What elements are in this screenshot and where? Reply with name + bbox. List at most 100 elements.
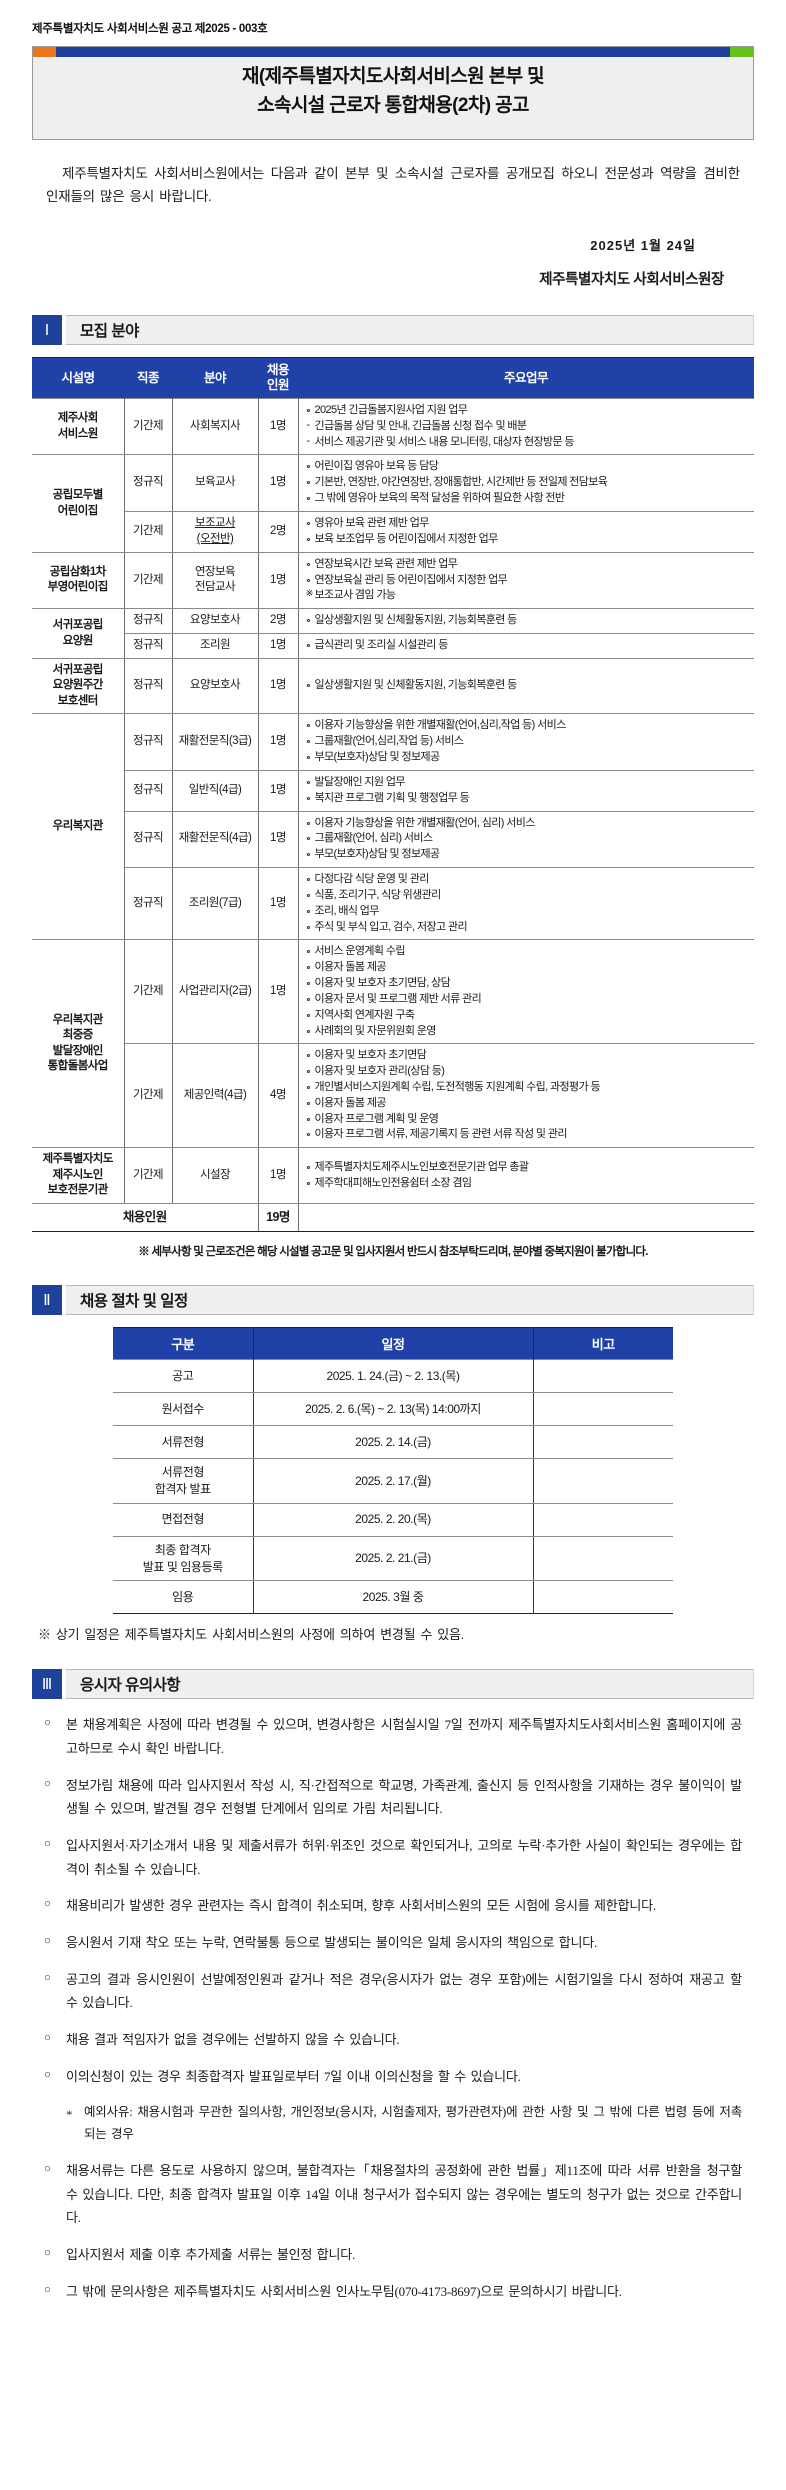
col-step: 구분 <box>113 1327 254 1360</box>
notice-item: 입사지원서·자기소개서 내용 및 제출서류가 허위·위조인 것으로 확인되거나,… <box>44 1834 742 1881</box>
col-facility: 시설명 <box>32 357 124 399</box>
cell-field: 보육교사 <box>171 454 259 512</box>
cell-remark <box>532 1425 673 1460</box>
duty-item: 부모(보호자)상담 및 정보제공 <box>306 847 751 863</box>
cell-remark <box>532 1535 673 1582</box>
cell-facility: 공립삼화1차 부영어린이집 <box>32 551 125 610</box>
duty-item: 일상생활지원 및 신체활동지원, 기능회복훈련 등 <box>306 678 751 694</box>
cell-schedule: 2025. 2. 21.(금) <box>252 1535 534 1582</box>
cell-job-type: 정규직 <box>123 769 173 812</box>
cell-remark <box>532 1502 673 1537</box>
section-heading-1: Ⅰ 모집 분야 <box>32 315 754 345</box>
section-number-1: Ⅰ <box>32 315 62 345</box>
cell-step: 서류전형 <box>113 1425 254 1460</box>
duty-item: 연장보육실 관리 등 어린이집에서 지정한 업무 <box>306 573 751 589</box>
cell-main-duties: 다정다감 식당 운영 및 관리 식품, 조리기구, 식당 위생관리 조리, 배식 업… <box>297 867 754 941</box>
duty-item: 복지관 프로그램 기획 및 행정업무 등 <box>306 791 751 807</box>
duty-item: 이용자 프로그램 계획 및 운영 <box>306 1112 751 1128</box>
duty-item: 그룹재활(언어, 심리) 서비스 <box>306 831 751 847</box>
cell-schedule: 2025. 3월 중 <box>252 1580 534 1615</box>
cell-facility: 제주특별자치도 제주시노인 보호전문기관 <box>32 1147 125 1204</box>
title-bar-blue-segment <box>56 47 730 57</box>
col-field: 분야 <box>172 357 258 399</box>
cell-count: 2명 <box>257 608 299 635</box>
notice-item: 채용서류는 다른 용도로 사용하지 않으며, 불합격자는「채용절차의 공정화에 … <box>44 2159 742 2230</box>
schedule-table-body: 공고 2025. 1. 24.(금) ~ 2. 13.(목) 원서접수 2025. 2… <box>113 1359 673 1615</box>
title-bar-green-segment <box>729 47 753 57</box>
schedule-row: 원서접수 2025. 2. 6.(목) ~ 2. 13(목) 14:00까지 <box>113 1392 673 1427</box>
notice-item: 공고의 결과 응시인원이 선발예정인원과 같거나 적은 경우(응시자가 없는 경… <box>44 1968 742 2015</box>
duty-item: 서비스 운영계획 수립 <box>306 944 751 960</box>
duty-item: 기본반, 연장반, 야간연장반, 장애통합반, 시간제반 등 전일제 전담보육 <box>306 475 751 491</box>
schedule-table: 구분 일정 비고 공고 2025. 1. 24.(금) ~ 2. 13.(목) 원서… <box>113 1327 673 1615</box>
cell-count: 1명 <box>257 769 299 812</box>
recruitment-table-note: ※ 세부사항 및 근로조건은 해당 시설별 공고문 및 입사지원서 반드시 참조… <box>138 1246 648 1259</box>
cell-job-type: 기간제 <box>123 397 173 456</box>
cell-field: 제공인력(4급) <box>171 1043 259 1149</box>
cell-job-type: 기간제 <box>123 1147 173 1204</box>
recruitment-total-row: 채용인원 19명 <box>32 1202 754 1233</box>
recruitment-table-header-row: 시설명 직종 분야 채용 인원 주요업무 <box>32 357 754 399</box>
cell-facility: 공립모두별 어린이집 <box>32 454 125 553</box>
section-number-2: Ⅱ <box>32 1285 62 1316</box>
cell-count: 1명 <box>257 939 299 1045</box>
col-remark: 비고 <box>532 1327 673 1360</box>
schedule-row: 서류전형 합격자 발표 2025. 2. 17.(월) <box>113 1458 673 1504</box>
duty-item: 사례회의 및 자문위원회 운영 <box>306 1024 751 1040</box>
duty-item: 2025년 긴급돌봄지원사업 지원 업무 <box>306 403 751 419</box>
duty-item: 부모(보호자)상담 및 정보제공 <box>306 750 751 766</box>
duty-item: 이용자 프로그램 서류, 제공기록지 등 관련 서류 작성 및 관리 <box>306 1127 751 1143</box>
duty-item: 주식 및 부식 입고, 검수, 저장고 관리 <box>306 920 751 936</box>
duty-item: 서비스 제공기관 및 서비스 내용 모니터링, 대상자 현장방문 등 <box>306 434 751 451</box>
notice-item: 그 밖에 문의사항은 제주특별자치도 사회서비스원 인사노무팀(070-4173… <box>44 2280 742 2304</box>
notice-sub-item: 예외사유: 채용시험과 무관한 질의사항, 개인정보(응시자, 시험출제자, 평… <box>44 2101 742 2147</box>
cell-main-duties: 일상생활지원 및 신체활동지원, 기능회복훈련 등 <box>297 657 754 715</box>
table-row: 서귀포공립 요양원 정규직 요양보호사 2명 일상생활지원 및 신체활동지원, 기능회복훈… <box>32 608 754 659</box>
col-count-line1: 채용 <box>266 363 290 377</box>
notice-item: 이의신청이 있는 경우 최종합격자 발표일로부터 7일 이내 이의신청을 할 수… <box>44 2065 742 2089</box>
cell-job-type: 기간제 <box>123 551 173 610</box>
duty-item: 이용자 기능향상을 위한 개별재활(언어, 심리) 서비스 <box>306 816 751 832</box>
duty-item: 제주특별자치도제주시노인보호전문기관 업무 총괄 <box>306 1160 751 1176</box>
cell-count: 1명 <box>257 633 299 659</box>
cell-main-duties: 2025년 긴급돌봄지원사업 지원 업무긴급돌봄 상담 및 안내, 긴급돌봄 신… <box>297 397 754 456</box>
cell-job-type: 정규직 <box>123 657 173 715</box>
applicant-notices: 본 채용계획은 사정에 따라 변경될 수 있으며, 변경사항은 시험실시일 7일… <box>44 1713 742 2303</box>
cell-job-type: 정규직 <box>123 633 173 659</box>
table-row: 정규직 조리원 1명 급식관리 및 조리실 시설관리 등 <box>32 633 754 659</box>
cell-field: 요양보호사 <box>171 608 259 635</box>
cell-count: 2명 <box>257 510 299 553</box>
cell-main-duties: 이용자 기능향상을 위한 개별재활(언어,심리,작업 등) 서비스 그룹재활(언어… <box>297 713 754 771</box>
cell-step: 임용 <box>113 1580 254 1615</box>
cell-step: 최종 합격자 발표 및 임용등록 <box>113 1535 254 1582</box>
document-page: 제주특별자치도 사회서비스원 공고 제2025 - 003호 재(제주특별자치도… <box>0 0 786 2331</box>
total-blank-cell <box>297 1202 754 1233</box>
col-main-duties: 주요업무 <box>298 357 754 399</box>
notice-item: 채용 결과 적임자가 없을 경우에는 선발하지 않을 수 있습니다. <box>44 2028 742 2052</box>
duty-item: 급식관리 및 조리실 시설관리 등 <box>306 638 751 654</box>
cell-count: 1명 <box>257 810 299 869</box>
cell-main-duties: 이용자 기능향상을 위한 개별재활(언어, 심리) 서비스 그룹재활(언어, 심리… <box>297 810 754 869</box>
duty-item: 연장보육시간 보육 관련 제반 업무 <box>306 557 751 573</box>
duty-item: 지역사회 연계자원 구축 <box>306 1008 751 1024</box>
cell-step: 원서접수 <box>113 1392 254 1427</box>
duty-item: 일상생활지원 및 신체활동지원, 기능회복훈련 등 <box>306 613 751 629</box>
cell-remark <box>532 1580 673 1615</box>
duty-item: 식품, 조리기구, 식당 위생관리 <box>306 888 751 904</box>
cell-main-duties: 어린이집 영유아 보육 등 담당 기본반, 연장반, 야간연장반, 장애통합반, … <box>297 454 754 512</box>
cell-job-type: 기간제 <box>123 939 173 1045</box>
table-row: 기간제 보조교사 (오전반) 2명 영유아 보육 관련 제반 업무 보육 보조업무 등 어… <box>32 510 754 553</box>
cell-job-type: 정규직 <box>123 810 173 869</box>
cell-field: 조리원(7급) <box>171 867 259 941</box>
total-label: 채용인원 <box>32 1202 259 1233</box>
title-box: 재(제주특별자치도사회서비스원 본부 및 소속시설 근로자 통합채용(2차) 공… <box>32 46 754 140</box>
notice-item: 응시원서 기재 착오 또는 누락, 연락불통 등으로 발생되는 불이익은 일체 … <box>44 1931 742 1955</box>
document-title-line-2: 소속시설 근로자 통합채용(2차) 공고 <box>257 94 529 116</box>
cell-step: 서류전형 합격자 발표 <box>113 1458 254 1504</box>
duty-item: 그룹재활(언어,심리,작업 등) 서비스 <box>306 734 751 750</box>
table-row: 공립모두별 어린이집 정규직 보육교사 1명 어린이집 영유아 보육 등 담당 기본반, 연… <box>32 454 754 553</box>
cell-field: 재활전문직(4급) <box>171 810 259 869</box>
section-number-3: Ⅲ <box>32 1669 62 1700</box>
section-heading-3: Ⅲ 응시자 유의사항 <box>32 1669 754 1700</box>
